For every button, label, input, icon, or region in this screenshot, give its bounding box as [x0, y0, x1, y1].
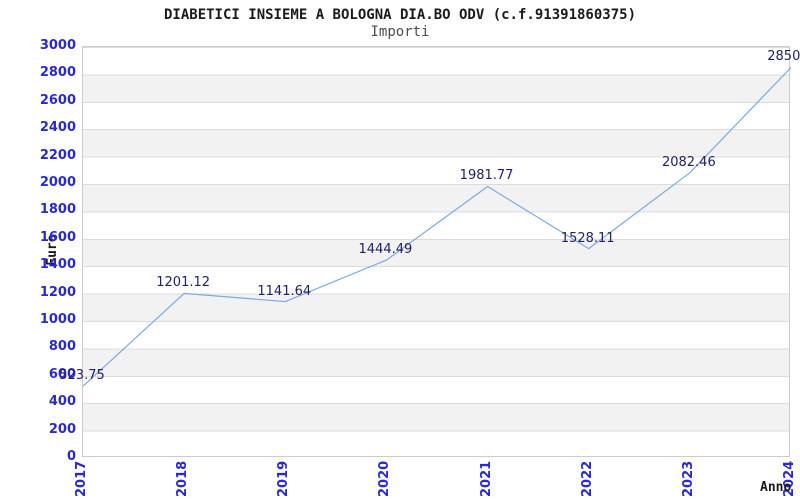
data-point-label: 1141.64 — [257, 283, 312, 299]
y-tick-label: 2200 — [39, 147, 76, 163]
data-point-label: 1528.11 — [560, 230, 615, 246]
y-tick-label: 600 — [48, 366, 76, 382]
data-point-label: 1444.49 — [358, 242, 413, 258]
y-tick-label: 1800 — [39, 202, 76, 218]
x-tick-label: 2022 — [579, 460, 595, 497]
y-tick-label: 3000 — [39, 38, 76, 53]
series-line-svg — [82, 67, 792, 387]
x-tick-label: 2018 — [175, 460, 191, 497]
x-tick-label: 2019 — [276, 460, 292, 497]
x-tick-label: 2020 — [377, 460, 393, 497]
data-point-label: 523.75 — [59, 368, 105, 384]
y-tick-label: 1600 — [39, 229, 76, 245]
y-tick-label: 2600 — [39, 92, 76, 108]
y-tick-label: 1000 — [39, 312, 76, 327]
data-point-label: 2850.4 — [767, 49, 800, 65]
x-tick-label: 2021 — [478, 460, 494, 497]
x-tick-label: 2017 — [74, 460, 89, 497]
y-tick-label: 1200 — [39, 284, 76, 300]
plot-area — [82, 46, 792, 457]
data-point-label: 1201.12 — [156, 275, 211, 291]
data-point-label: 1981.77 — [459, 168, 514, 184]
y-tick-label: 2000 — [39, 175, 76, 190]
chart-title: DIABETICI INSIEME A BOLOGNA DIA.BO ODV (… — [163, 7, 636, 23]
y-tick-label: 1400 — [39, 257, 76, 273]
chart-subtitle: Importi — [370, 24, 430, 40]
y-tick-label: 800 — [48, 339, 76, 355]
y-tick-label: 0 — [66, 449, 76, 464]
x-axis-title: Anno — [760, 480, 792, 495]
x-tick-label: 2023 — [680, 460, 696, 497]
y-tick-label: 2800 — [39, 65, 76, 81]
series-line — [82, 67, 792, 387]
y-tick-label: 2400 — [39, 120, 76, 136]
y-tick-label: 200 — [48, 421, 76, 437]
data-point-label: 2082.46 — [661, 154, 716, 170]
y-tick-label: 400 — [48, 394, 76, 410]
